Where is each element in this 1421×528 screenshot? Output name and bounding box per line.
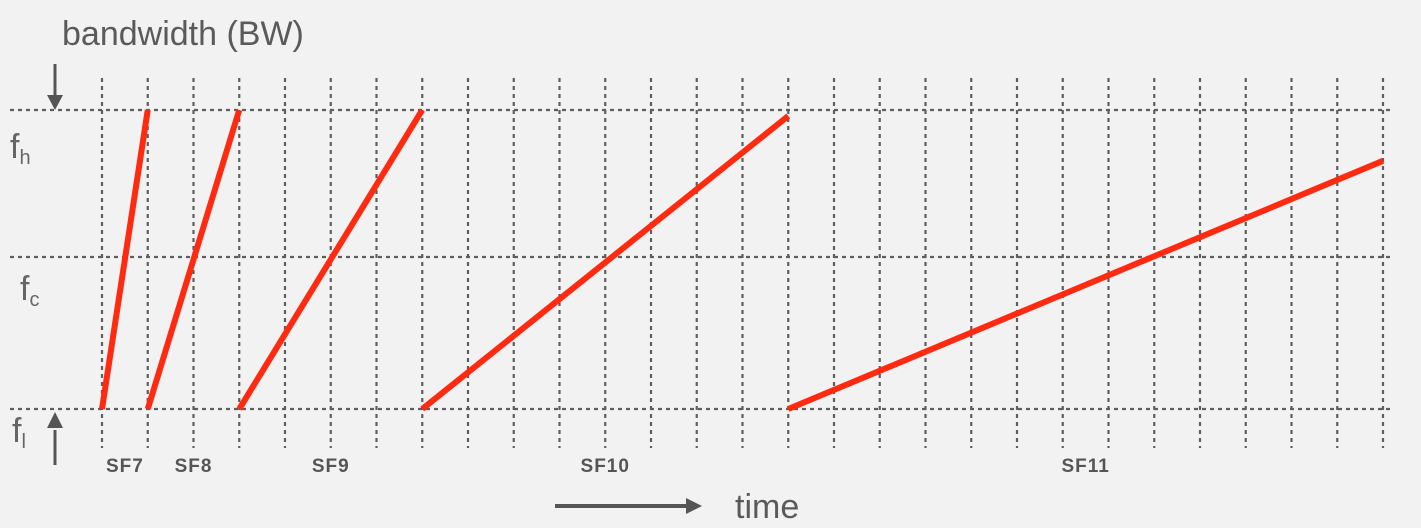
chirps — [99, 108, 1385, 412]
sf-labels: SF7 SF8 SF9 SF10 SF11 — [106, 456, 1109, 477]
chirp-sf10 — [420, 113, 791, 412]
freq-center-sub: c — [29, 289, 39, 311]
freq-label-high: fh — [10, 128, 31, 169]
chirp-sf8 — [144, 109, 243, 410]
bandwidth-arrow-bottom — [47, 412, 63, 465]
label-sf11: SF11 — [1061, 456, 1109, 477]
freq-center-main: f — [20, 270, 30, 308]
x-axis-label: time — [735, 488, 799, 523]
y-axis-label: bandwidth (BW) — [62, 15, 304, 53]
freq-label-low: fl — [12, 412, 26, 453]
chirp-sf9 — [236, 108, 425, 411]
label-sf7: SF7 — [106, 456, 144, 477]
freq-low-sub: l — [21, 431, 25, 453]
freq-low-main: f — [12, 412, 22, 450]
label-sf10: SF10 — [581, 456, 630, 477]
label-sf9: SF9 — [312, 456, 350, 477]
svg-text:fh: fh — [10, 128, 31, 169]
time-arrow — [555, 498, 702, 514]
bandwidth-arrow-top — [47, 64, 63, 110]
chirp-sf7 — [99, 109, 151, 410]
svg-text:fl: fl — [12, 412, 26, 453]
svg-text:fc: fc — [20, 270, 39, 311]
chirp-sf11 — [787, 158, 1385, 412]
freq-label-center: fc — [20, 270, 39, 311]
freq-high-main: f — [10, 128, 20, 166]
grid — [10, 78, 1390, 448]
freq-high-sub: h — [19, 147, 30, 169]
label-sf8: SF8 — [175, 456, 213, 477]
